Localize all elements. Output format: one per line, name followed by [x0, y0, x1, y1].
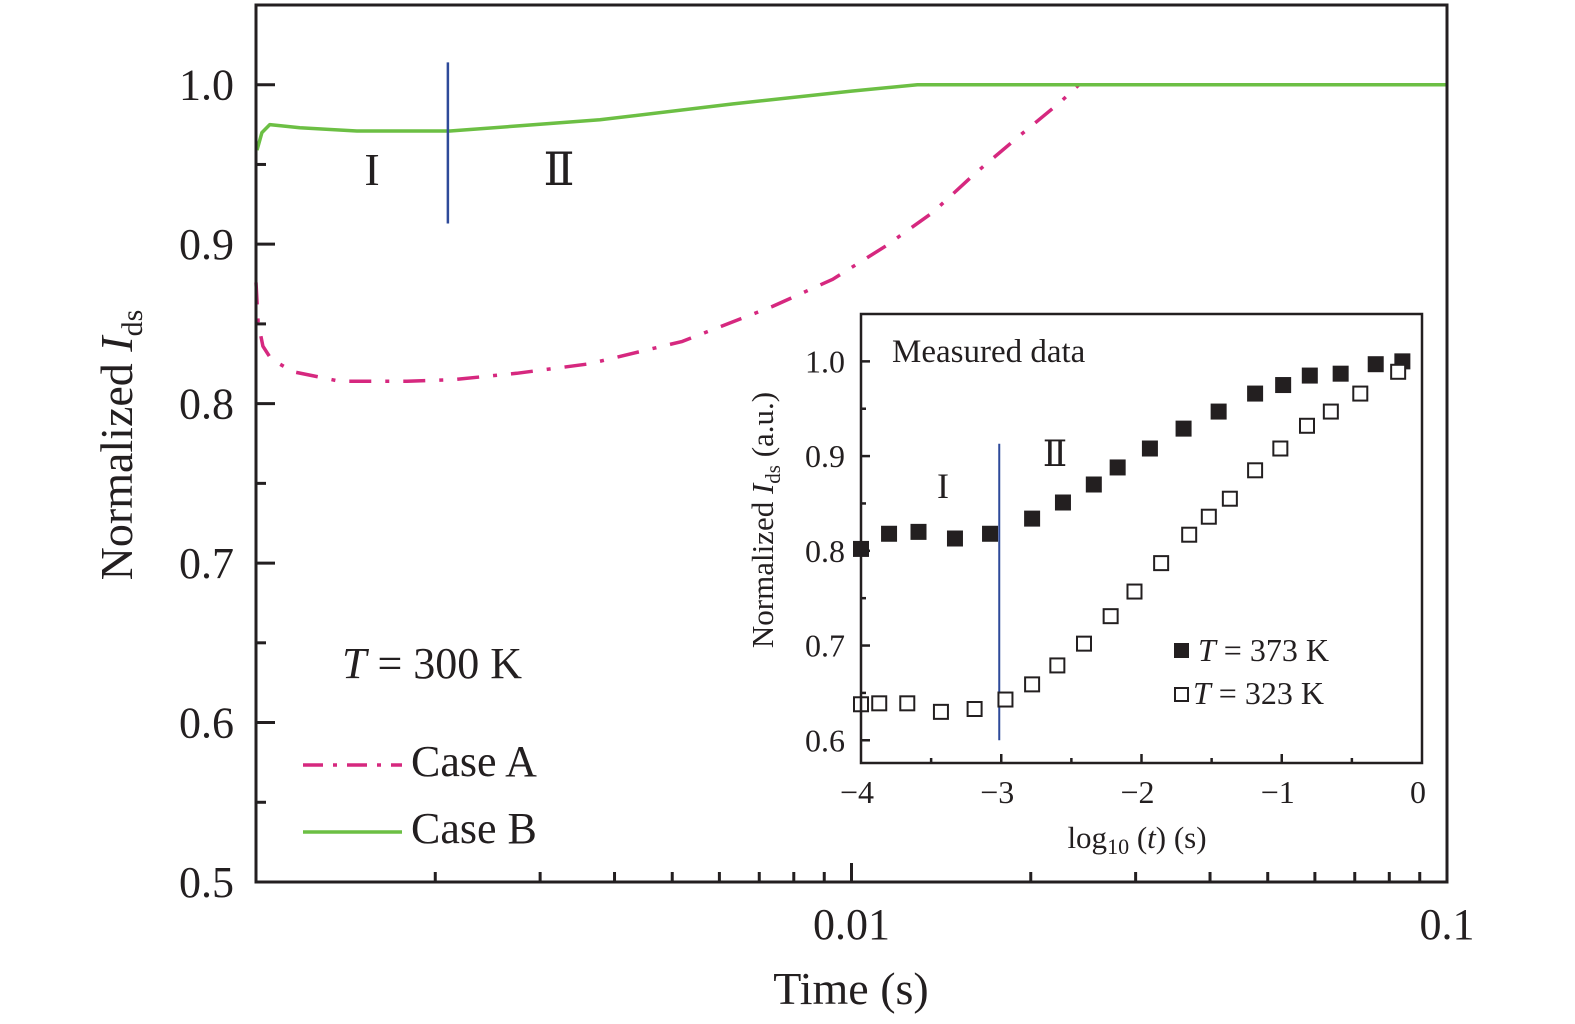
data-point-373k — [1109, 459, 1126, 476]
inset-y-label-post: (a.u.) — [745, 392, 780, 465]
inset-y-label-sub: ds — [761, 465, 785, 484]
inset-legend: T = 373 K T = 323 K — [1174, 632, 1329, 711]
inset-x-tick-label: −1 — [1261, 774, 1295, 810]
main-y-axis-label: Normalized Ids — [91, 310, 149, 581]
data-point-323k — [932, 703, 949, 720]
legend-373k-text: = 373 K — [1216, 632, 1329, 668]
data-point-373k — [946, 530, 963, 547]
main-y-tick-label: 1.0 — [179, 61, 234, 110]
legend-case-a-label: Case A — [411, 737, 537, 786]
data-point-373k — [1210, 403, 1227, 420]
inset-x-label-pre: log — [1067, 820, 1107, 855]
inset-region-label-2: Ⅱ — [1043, 434, 1067, 474]
inset-x-label-mid: ( — [1129, 820, 1147, 855]
inset-x-tick-label: −4 — [840, 774, 874, 810]
inset-x-tick-label: −2 — [1120, 774, 1154, 810]
data-point-373k — [881, 525, 898, 542]
legend-373k-italic: T — [1198, 632, 1218, 668]
data-point-373k — [1301, 367, 1318, 384]
inset-x-axis-label: log10 (t) (s) — [1067, 820, 1206, 859]
inset-y-label-italic: I — [745, 482, 780, 495]
main-x-axis-label: Time (s) — [773, 963, 929, 1014]
series-line-case-a — [254, 82, 1447, 384]
data-point-323k — [1049, 657, 1066, 674]
main-y-tick-label: 0.8 — [179, 380, 234, 429]
temperature-annotation-italic: T — [342, 639, 370, 688]
data-point-323k — [1181, 526, 1198, 543]
legend-case-b-label: Case B — [411, 804, 537, 853]
inset-x-tick-label: −3 — [980, 774, 1014, 810]
data-point-373k — [1141, 440, 1158, 457]
inset-y-axis-label: Normalized Ids (a.u.) — [745, 392, 785, 648]
legend-373k-marker — [1174, 643, 1189, 658]
data-point-323k — [871, 695, 888, 712]
inset-series-layer — [853, 353, 1411, 720]
data-point-323k — [1247, 462, 1264, 479]
temperature-annotation: T = 300 K — [342, 639, 522, 688]
data-point-373k — [1367, 356, 1384, 373]
inset-y-tick-label: 0.6 — [805, 722, 845, 758]
data-point-373k — [1175, 420, 1192, 437]
main-y-axis-label-sub: ds — [116, 310, 149, 337]
main-x-tick-label: 0.1 — [1420, 900, 1475, 949]
data-point-323k — [1390, 363, 1407, 380]
inset-x-tick-label: 0 — [1410, 774, 1426, 810]
data-point-373k — [1275, 377, 1292, 394]
data-point-373k — [1024, 510, 1041, 527]
main-y-tick-label: 0.9 — [179, 220, 234, 269]
temperature-annotation-text: = 300 K — [366, 639, 522, 688]
data-point-373k — [1247, 385, 1264, 402]
legend-323k-italic: T — [1193, 675, 1213, 711]
inset-y-label-main: Normalized — [745, 494, 780, 648]
main-y-axis-label-main: Normalized — [91, 352, 142, 581]
main-series-layer — [254, 82, 1447, 384]
inset-x-label-italic: t — [1147, 820, 1157, 855]
inset-axes: 0.6 0.7 0.8 0.9 1.0 −4 −3 −2 −1 0 — [805, 312, 1426, 810]
inset-x-label-sub: 10 — [1107, 834, 1129, 859]
main-y-tick-label: 0.7 — [179, 539, 234, 588]
data-point-323k — [966, 701, 983, 718]
main-y-axis-label-italic: I — [91, 334, 142, 353]
legend-323k-text: = 323 K — [1211, 675, 1324, 711]
data-point-323k — [1200, 508, 1217, 525]
legend-323k-marker — [1174, 687, 1189, 702]
inset-y-tick-label: 0.9 — [805, 438, 845, 474]
main-y-tick-label: 0.6 — [179, 699, 234, 748]
data-point-373k — [1332, 365, 1349, 382]
data-point-323k — [1352, 385, 1369, 402]
data-point-323k — [1126, 583, 1143, 600]
data-point-323k — [899, 695, 916, 712]
series-line-case-b — [255, 82, 1447, 151]
inset-y-tick-label: 1.0 — [805, 343, 845, 379]
inset-y-tick-label: 0.8 — [805, 533, 845, 569]
data-point-323k — [1024, 676, 1041, 693]
main-axes: 0.5 0.6 0.7 0.8 0.9 1.0 0.01 0.1 — [179, 3, 1475, 949]
inset-y-tick-label: 0.7 — [805, 628, 845, 664]
data-point-323k — [1075, 635, 1092, 652]
data-point-373k — [1085, 476, 1102, 493]
data-point-373k — [910, 523, 927, 540]
data-point-323k — [1153, 555, 1170, 572]
main-region-label-1: I — [364, 144, 379, 195]
data-point-323k — [997, 691, 1014, 708]
data-point-373k — [982, 525, 999, 542]
data-point-323k — [1272, 440, 1289, 457]
inset-x-label-post: ) (s) — [1156, 820, 1207, 855]
legend-323k-label: T = 323 K — [1193, 675, 1324, 711]
data-point-323k — [1322, 403, 1339, 420]
main-region-label-2: Ⅱ — [543, 144, 574, 195]
inset-region-label-1: I — [937, 466, 949, 506]
data-point-323k — [1298, 417, 1315, 434]
main-x-tick-label: 0.01 — [813, 900, 890, 949]
data-point-323k — [1102, 608, 1119, 625]
inset-title: Measured data — [892, 334, 1086, 370]
legend-373k-label: T = 373 K — [1198, 632, 1329, 668]
data-point-373k — [1054, 494, 1071, 511]
data-point-323k — [1221, 490, 1238, 507]
main-legend: Case A Case B — [303, 737, 537, 853]
main-y-tick-label: 0.5 — [179, 858, 234, 907]
